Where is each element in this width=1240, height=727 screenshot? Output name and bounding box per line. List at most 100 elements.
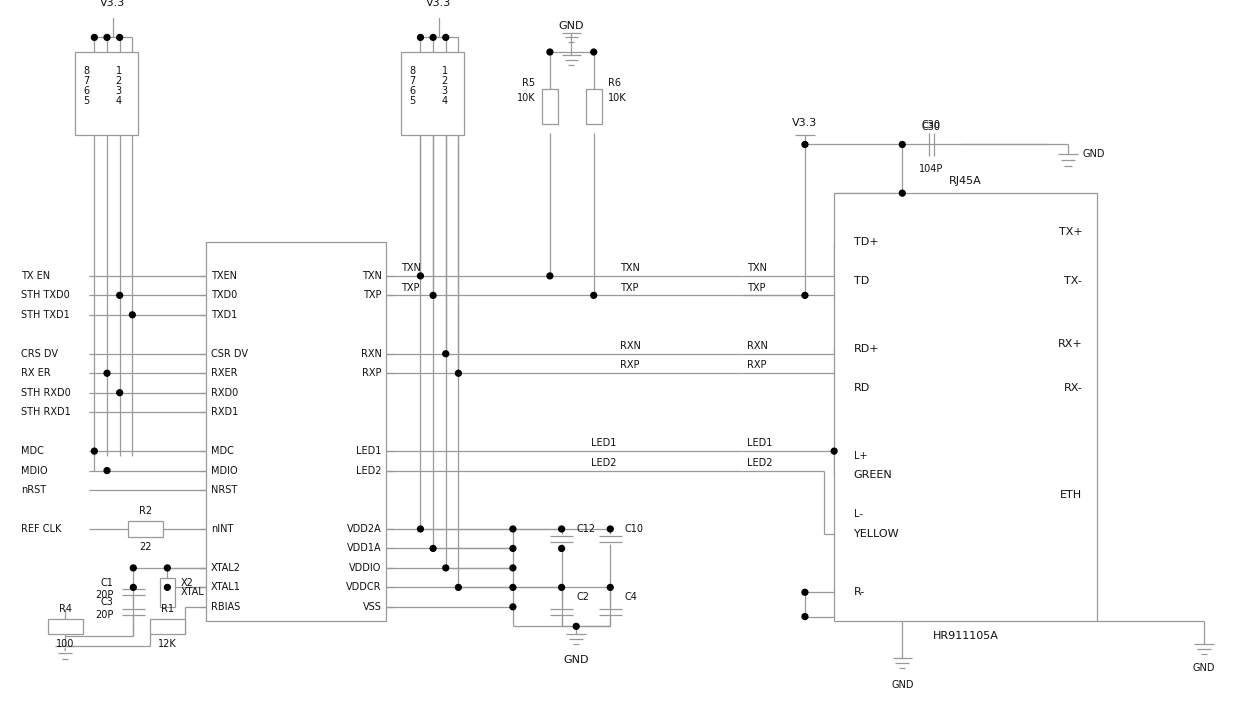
Circle shape — [430, 292, 436, 298]
Text: 3: 3 — [115, 86, 122, 96]
Text: R4: R4 — [58, 604, 72, 614]
Circle shape — [165, 565, 170, 571]
Text: LED1: LED1 — [356, 446, 382, 456]
Text: GND: GND — [1193, 663, 1215, 673]
Text: RD: RD — [853, 383, 870, 393]
Text: TXN: TXN — [362, 271, 382, 281]
Text: 5: 5 — [83, 96, 89, 105]
Circle shape — [559, 545, 564, 551]
Circle shape — [418, 273, 423, 279]
Bar — [587, 89, 601, 124]
Text: YELLOW: YELLOW — [853, 529, 899, 539]
Bar — [542, 89, 558, 124]
Circle shape — [590, 292, 596, 298]
Circle shape — [165, 585, 170, 590]
Text: TD: TD — [853, 276, 869, 286]
Text: RXN: RXN — [746, 341, 768, 351]
Circle shape — [443, 351, 449, 357]
Circle shape — [831, 448, 837, 454]
Text: 104P: 104P — [919, 164, 944, 174]
Circle shape — [117, 34, 123, 40]
Circle shape — [455, 585, 461, 590]
Text: RXN: RXN — [361, 349, 382, 358]
Circle shape — [559, 526, 564, 532]
Text: GND: GND — [892, 680, 914, 690]
Text: R5: R5 — [522, 79, 536, 88]
Text: TX-: TX- — [1064, 276, 1083, 286]
Text: CSR DV: CSR DV — [211, 349, 248, 358]
Bar — [150, 619, 185, 634]
Text: RXN: RXN — [620, 341, 641, 351]
Text: C12: C12 — [577, 524, 595, 534]
Text: GND: GND — [558, 21, 584, 31]
Text: L+: L+ — [853, 451, 867, 461]
Text: STH TXD1: STH TXD1 — [21, 310, 71, 320]
Text: 1: 1 — [115, 66, 122, 76]
Circle shape — [430, 545, 436, 551]
Text: TXEN: TXEN — [211, 271, 237, 281]
Text: RXD1: RXD1 — [211, 407, 238, 417]
Text: RX-: RX- — [1064, 383, 1083, 393]
Circle shape — [104, 467, 110, 473]
Text: R1: R1 — [161, 604, 174, 614]
Text: VDDCR: VDDCR — [346, 582, 382, 593]
Text: C10: C10 — [625, 524, 644, 534]
Text: TXD1: TXD1 — [211, 310, 237, 320]
Text: 6: 6 — [409, 86, 415, 96]
Circle shape — [104, 34, 110, 40]
Text: 10K: 10K — [517, 93, 536, 103]
Circle shape — [547, 273, 553, 279]
Text: TXP: TXP — [746, 283, 765, 292]
Text: TXN: TXN — [401, 263, 420, 273]
Bar — [401, 52, 464, 134]
Text: STH TXD0: STH TXD0 — [21, 290, 71, 300]
Text: RXP: RXP — [746, 361, 766, 371]
Circle shape — [92, 448, 97, 454]
Text: R6: R6 — [609, 79, 621, 88]
Text: LED2: LED2 — [356, 465, 382, 475]
Text: nINT: nINT — [211, 524, 233, 534]
Text: V3.3: V3.3 — [100, 0, 125, 8]
Text: VDDIO: VDDIO — [350, 563, 382, 573]
Circle shape — [455, 370, 461, 376]
Circle shape — [130, 585, 136, 590]
Bar — [206, 242, 387, 622]
Text: R-: R- — [853, 587, 864, 598]
Circle shape — [590, 49, 596, 55]
Text: TX+: TX+ — [1059, 227, 1083, 237]
Text: VDD2A: VDD2A — [347, 524, 382, 534]
Text: VSS: VSS — [362, 602, 382, 612]
Text: 20P: 20P — [95, 610, 114, 619]
Circle shape — [430, 34, 436, 40]
Text: ETH: ETH — [1060, 490, 1083, 500]
Bar — [47, 619, 83, 634]
Text: RXER: RXER — [211, 369, 238, 378]
Text: GREEN: GREEN — [853, 470, 893, 481]
Text: GND: GND — [563, 656, 589, 665]
Circle shape — [510, 545, 516, 551]
Circle shape — [802, 590, 808, 595]
Text: 7: 7 — [83, 76, 89, 87]
Text: C3: C3 — [100, 597, 114, 607]
Circle shape — [418, 526, 423, 532]
Text: NRST: NRST — [211, 485, 237, 495]
Circle shape — [899, 190, 905, 196]
Text: 3: 3 — [441, 86, 448, 96]
Circle shape — [443, 34, 449, 40]
Text: 4: 4 — [115, 96, 122, 105]
Text: TXP: TXP — [401, 283, 419, 292]
Circle shape — [510, 585, 516, 590]
Text: V3.3: V3.3 — [427, 0, 451, 8]
Text: TXP: TXP — [620, 283, 639, 292]
Text: TXP: TXP — [363, 290, 382, 300]
Text: X2: X2 — [181, 577, 193, 587]
Text: R2: R2 — [139, 507, 153, 516]
Bar — [129, 521, 164, 537]
Text: RX ER: RX ER — [21, 369, 51, 378]
Circle shape — [802, 614, 808, 619]
Text: C30: C30 — [923, 122, 941, 132]
Text: C30: C30 — [923, 120, 941, 130]
Text: RD+: RD+ — [853, 344, 879, 354]
Bar — [74, 52, 138, 134]
Circle shape — [443, 565, 449, 571]
